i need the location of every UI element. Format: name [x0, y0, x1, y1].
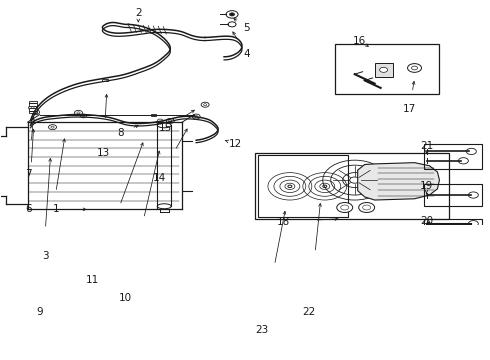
Bar [255, 153, 449, 219]
Circle shape [192, 114, 200, 119]
Circle shape [157, 119, 163, 123]
Text: 16: 16 [353, 36, 367, 46]
Circle shape [337, 203, 353, 212]
Text: 12: 12 [228, 139, 242, 149]
Bar [258, 155, 348, 217]
Circle shape [468, 221, 478, 227]
Circle shape [34, 111, 37, 113]
Text: 17: 17 [403, 104, 416, 114]
Text: 8: 8 [117, 129, 123, 138]
Text: 9: 9 [36, 307, 43, 317]
Circle shape [32, 110, 40, 115]
Text: 4: 4 [244, 49, 250, 59]
Circle shape [228, 22, 236, 27]
Circle shape [229, 13, 235, 16]
Circle shape [468, 192, 478, 198]
Circle shape [166, 118, 174, 123]
Text: 22: 22 [302, 307, 316, 317]
Circle shape [51, 126, 54, 128]
Text: 2: 2 [135, 8, 142, 18]
Text: 1: 1 [53, 204, 60, 214]
Circle shape [408, 64, 421, 72]
Circle shape [49, 125, 56, 130]
Circle shape [363, 205, 370, 210]
Text: 6: 6 [25, 204, 32, 214]
Bar [28, 101, 37, 106]
Text: 19: 19 [420, 181, 433, 191]
Circle shape [169, 120, 172, 122]
Text: 5: 5 [244, 23, 250, 33]
Polygon shape [358, 163, 440, 200]
Text: 18: 18 [277, 217, 291, 227]
Bar [375, 63, 392, 77]
Circle shape [31, 107, 34, 109]
Bar [28, 108, 37, 113]
Circle shape [412, 66, 417, 70]
Bar [424, 184, 482, 206]
Circle shape [380, 67, 388, 72]
Circle shape [77, 112, 80, 114]
Text: 20: 20 [420, 216, 433, 226]
Text: 3: 3 [42, 251, 49, 261]
Bar [424, 144, 482, 169]
Text: 21: 21 [420, 141, 433, 151]
Circle shape [74, 110, 82, 115]
Bar [335, 44, 440, 94]
Text: 15: 15 [159, 123, 172, 134]
Circle shape [226, 11, 238, 18]
Circle shape [465, 230, 474, 236]
Circle shape [203, 104, 207, 106]
Bar [102, 78, 108, 81]
Circle shape [80, 114, 86, 118]
Circle shape [359, 203, 375, 212]
Text: 13: 13 [97, 148, 110, 158]
Text: 7: 7 [25, 169, 32, 179]
Circle shape [201, 102, 209, 107]
Circle shape [458, 158, 468, 164]
Circle shape [195, 116, 198, 118]
Text: 10: 10 [119, 293, 132, 303]
Circle shape [82, 115, 85, 117]
Circle shape [466, 148, 476, 154]
Bar [424, 219, 482, 244]
Text: 23: 23 [255, 325, 269, 334]
Bar [151, 114, 156, 116]
Text: 11: 11 [86, 275, 99, 285]
Circle shape [341, 205, 349, 210]
Circle shape [28, 105, 37, 110]
Text: 14: 14 [152, 173, 166, 183]
